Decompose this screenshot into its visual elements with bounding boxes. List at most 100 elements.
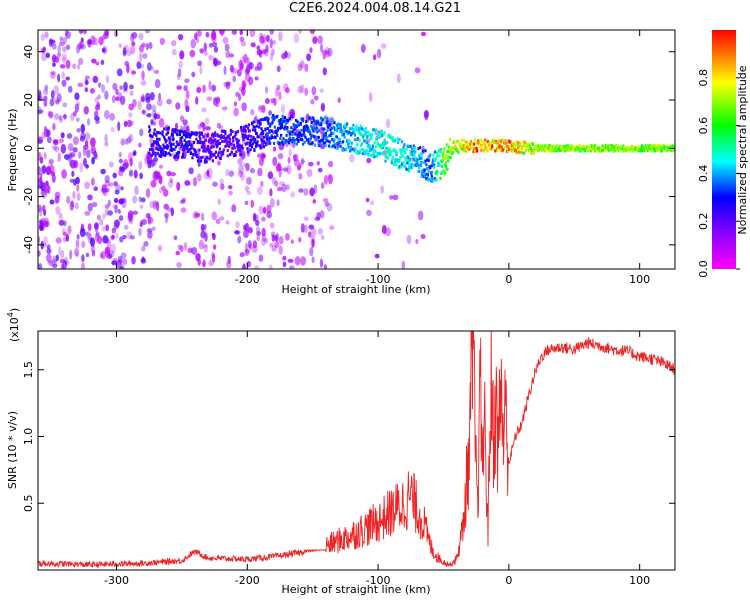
spectrogram-noise-blob (61, 169, 67, 179)
spectrogram-signal-cell (342, 129, 346, 133)
spectrogram-noise-blob (61, 79, 67, 87)
spectrogram-signal-cell (323, 136, 327, 140)
spectrogram-signal-cell (633, 144, 636, 148)
spectrogram-signal-cell (569, 147, 572, 151)
spectrogram-signal-cell (157, 143, 160, 147)
spectrogram-noise-blob (102, 235, 109, 244)
spectrogram-signal-cell (650, 147, 653, 151)
spectrogram-signal-cell (167, 131, 170, 135)
spectrogram-signal-cell (606, 149, 609, 153)
spectrogram-noise-blob (247, 240, 252, 249)
spectrogram-noise-blob (152, 171, 159, 182)
spectrogram-noise-blob (53, 140, 59, 146)
spectrogram-noise-blob (256, 235, 260, 242)
snr-x-tick-label: -200 (235, 574, 260, 587)
spectrogram-signal-cell (331, 144, 335, 148)
spectrogram-noise-blob (83, 105, 89, 115)
spectrogram-noise-blob (140, 80, 147, 86)
spectrogram-signal-cell (336, 147, 339, 151)
spectrogram-signal-cell (214, 138, 217, 142)
spectrogram-signal-cell (161, 148, 164, 152)
spectrogram-signal-cell (414, 146, 417, 150)
spectrogram-noise-blob (276, 65, 281, 73)
spectrogram-noise-blob (300, 159, 306, 164)
spectrogram-signal-cell (200, 131, 203, 135)
spectrogram-noise-blob (158, 118, 165, 128)
spectrogram-signal-cell (161, 130, 164, 134)
spectrogram-signal-cell (151, 135, 154, 139)
spectrogram-signal-cell (429, 166, 432, 170)
spectrogram-noise-blob (119, 95, 126, 105)
spectrogram-noise-blob (78, 151, 82, 159)
spectrogram-noise-blob (62, 56, 67, 64)
spectrogram-signal-cell (214, 156, 218, 160)
spectrogram-noise-blob (274, 241, 280, 248)
spectrogram-noise-blob (272, 146, 277, 152)
spectrogram-signal-cell (152, 143, 155, 147)
spectrogram-noise-blob (269, 188, 273, 197)
spectrogram-noise-blob (97, 94, 101, 100)
spectrogram-noise-blob (227, 185, 233, 190)
spectrogram-signal-cell (443, 147, 446, 151)
spectrogram-noise-blob (324, 46, 330, 55)
spectrogram-noise-blob (69, 178, 75, 183)
spectrogram-signal-cell (209, 154, 212, 158)
spectrogram-signal-cell (334, 142, 338, 146)
spectrogram-signal-cell (470, 146, 473, 150)
spectrogram-noise-blob (119, 266, 124, 269)
spectrogram-signal-cell (170, 144, 173, 148)
spectrogram-noise-blob (38, 89, 42, 99)
spectrogram-signal-cell (431, 161, 434, 165)
spectrogram-signal-cell (424, 159, 427, 163)
spectrogram-signal-cell (309, 132, 312, 136)
spectrogram-signal-cell (378, 151, 382, 155)
spectrogram-noise-blob (253, 265, 260, 269)
spectrogram-signal-cell (265, 133, 268, 137)
spectrogram-signal-cell (600, 146, 603, 150)
spectrogram-noise-blob (65, 59, 71, 70)
spectrogram-noise-blob (396, 73, 401, 83)
colorbar-tick-label: 0.4 (697, 165, 710, 183)
spectrogram-noise-blob (268, 110, 272, 116)
spectrogram-noise-blob (244, 200, 249, 206)
spectrogram-noise-blob (309, 246, 314, 257)
spectrogram-noise-blob (300, 223, 305, 233)
spectrogram-noise-blob (374, 253, 380, 259)
spectrogram-noise-blob (68, 157, 72, 166)
spectrogram-noise-blob (278, 181, 285, 186)
spectrogram-signal-cell (409, 150, 412, 154)
spectrogram-noise-blob (187, 181, 192, 186)
spectrogram-noise-blob (179, 245, 184, 253)
spectrogram-signal-cell (530, 152, 533, 156)
spectrogram-noise-blob (250, 109, 255, 116)
spectrogram-signal-cell (189, 133, 192, 137)
spectrogram-signal-cell (229, 137, 232, 141)
spectrogram-signal-cell (323, 116, 327, 120)
spectrogram-noise-blob (43, 242, 47, 248)
spectrogram-signal-cell (349, 149, 352, 153)
spectrogram-noise-blob (38, 235, 41, 245)
spectrogram-noise-blob (136, 61, 142, 69)
spectrogram-noise-blob (79, 40, 84, 49)
spectrogram-signal-cell (250, 134, 253, 138)
spectrogram-signal-cell (316, 130, 319, 134)
spectrogram-signal-cell (436, 169, 439, 173)
spectrogram-noise-blob (87, 194, 93, 201)
spectrogram-noise-blob (183, 241, 188, 251)
spectrogram-signal-cell (404, 150, 407, 154)
spectrogram-signal-cell (491, 144, 494, 148)
spectrogram-signal-cell (554, 146, 557, 150)
spectrogram-noise-blob (110, 243, 117, 254)
spectrogram-noise-blob (237, 235, 242, 244)
spectrogram-noise-blob (79, 135, 85, 142)
spectrogram-signal-cell (336, 142, 339, 146)
spectrogram-noise-blob (118, 169, 124, 177)
spectrogram-signal-cell (202, 149, 205, 153)
spectrogram-noise-blob (268, 264, 273, 269)
spectrogram-signal-cell (187, 148, 190, 152)
spectrogram-signal-cell (197, 159, 200, 163)
spectrogram-noise-blob (81, 262, 85, 269)
spectrogram-noise-blob (43, 88, 49, 96)
spectrogram-noise-blob (131, 41, 136, 47)
spectrogram-signal-cell (198, 131, 201, 135)
